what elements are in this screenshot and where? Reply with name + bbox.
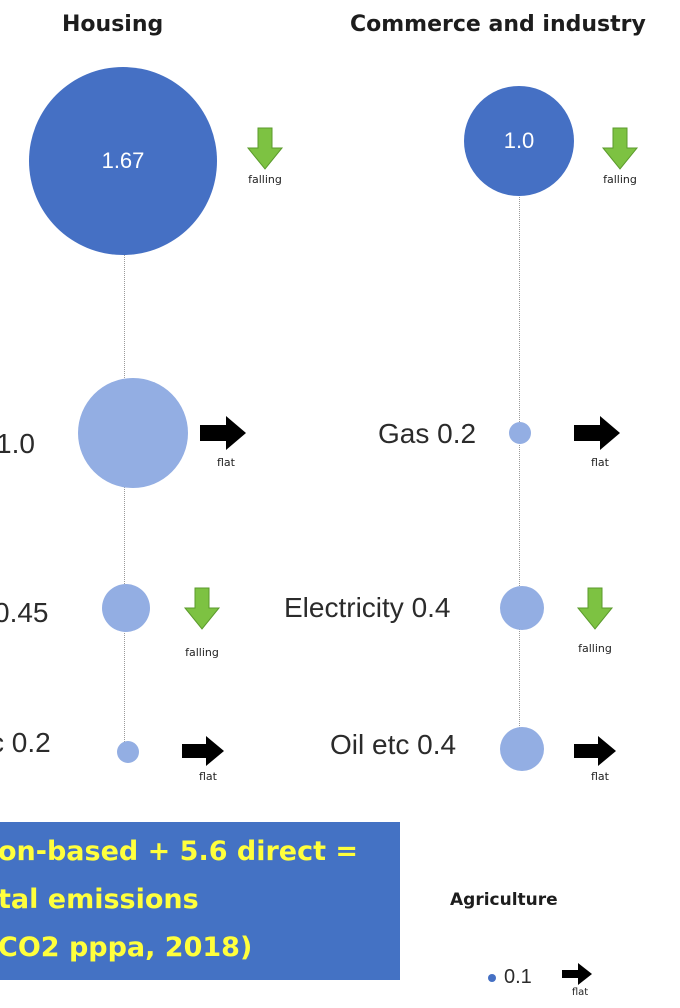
- commerce-oil-trend: flat: [570, 734, 630, 804]
- housing-row1-bubble: [78, 378, 188, 488]
- housing-row1-label: 1.0: [0, 428, 35, 459]
- commerce-electricity-trend: falling: [565, 586, 625, 656]
- commerce-gas-bubble: [509, 422, 531, 444]
- trend-label: falling: [185, 646, 219, 659]
- housing-row3-label: c 0.2: [0, 727, 51, 758]
- agriculture-value: 0.1: [504, 966, 532, 988]
- commerce-total-bubble: [464, 86, 574, 196]
- trend-label: flat: [591, 456, 609, 469]
- summary-banner: on-based + 5.6 direct = tal emissions CO…: [0, 822, 400, 980]
- arrow-right-icon: [574, 416, 620, 450]
- commerce-total-value: 1.0: [503, 128, 535, 153]
- commerce-total-trend: falling: [590, 126, 650, 196]
- trend-label: flat: [217, 456, 235, 469]
- arrow-down-icon: [246, 127, 284, 170]
- commerce-oil-label: Oil etc 0.4: [330, 729, 457, 760]
- commerce-gas-label: Gas 0.2: [378, 418, 477, 449]
- banner-line-3: CO2 pppa, 2018): [0, 932, 253, 963]
- commerce-electricity-bubble: [500, 586, 544, 630]
- commerce-electricity-label: Electricity 0.4: [284, 592, 451, 623]
- trend-label: flat: [591, 770, 609, 783]
- housing-row3-trend: flat: [178, 734, 238, 804]
- housing-title: Housing: [62, 12, 164, 37]
- housing-total-bubble: [29, 67, 217, 255]
- arrow-right-icon: [182, 736, 224, 766]
- banner-line-2: tal emissions: [0, 884, 199, 915]
- commerce-industry-title: Commerce and industry: [350, 12, 646, 37]
- trend-label: falling: [248, 173, 282, 186]
- housing-row3-bubble: [117, 741, 139, 763]
- housing-total-value: 1.67: [101, 148, 145, 173]
- housing-row1-trend: flat: [196, 414, 256, 484]
- arrow-right-icon: [562, 963, 592, 985]
- banner-line-1: on-based + 5.6 direct =: [0, 836, 359, 867]
- housing-row2-label: 0.45: [0, 597, 49, 628]
- trend-label: flat: [199, 770, 217, 783]
- arrow-down-icon: [183, 587, 221, 630]
- housing-row2-trend: falling: [172, 586, 232, 659]
- housing-total-trend: falling: [235, 126, 295, 196]
- commerce-gas-trend: flat: [570, 414, 630, 484]
- arrow-down-icon: [601, 127, 639, 170]
- trend-label: falling: [603, 173, 637, 186]
- housing-row2-bubble: [102, 584, 150, 632]
- agriculture-title: Agriculture: [450, 890, 558, 910]
- trend-label: flat: [571, 987, 589, 998]
- commerce-connector-line: [519, 140, 520, 750]
- agriculture-bubble: [488, 974, 496, 982]
- agriculture-trend: flat: [560, 962, 620, 1008]
- arrow-down-icon: [576, 587, 614, 630]
- arrow-right-icon: [574, 736, 616, 766]
- trend-label: falling: [578, 642, 612, 655]
- commerce-oil-bubble: [500, 727, 544, 771]
- arrow-right-icon: [200, 416, 246, 450]
